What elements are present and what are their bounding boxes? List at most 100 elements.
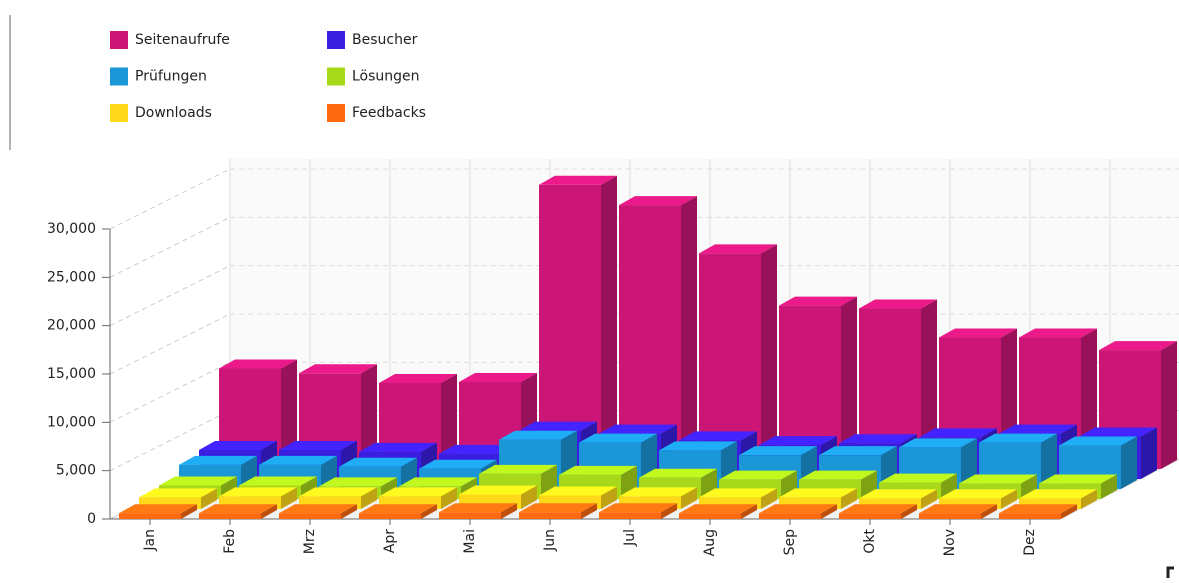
bar-top bbox=[379, 487, 457, 497]
x-tick-label: Dez bbox=[1022, 529, 1038, 556]
bar-side bbox=[261, 504, 277, 519]
legend-swatch bbox=[327, 31, 345, 49]
bar-top bbox=[299, 487, 377, 497]
bar-top bbox=[859, 489, 937, 499]
x-tick-label: Okt bbox=[862, 528, 878, 553]
bar bbox=[999, 513, 1061, 519]
bar-top bbox=[999, 504, 1077, 514]
bar bbox=[679, 513, 741, 519]
bar-side bbox=[661, 503, 677, 519]
bar-side bbox=[421, 504, 437, 519]
bar-top bbox=[219, 487, 297, 497]
bar bbox=[359, 513, 421, 519]
bar-top bbox=[959, 474, 1037, 484]
bar-side bbox=[921, 489, 937, 509]
x-tick-label: Aug bbox=[702, 529, 718, 556]
bar-side bbox=[441, 487, 457, 509]
bar-side bbox=[501, 503, 517, 519]
bar-top bbox=[419, 459, 497, 469]
bar-side bbox=[581, 503, 597, 519]
bar-top bbox=[919, 428, 997, 438]
bar-side bbox=[841, 488, 857, 509]
bar-side bbox=[841, 296, 857, 469]
bar-side bbox=[181, 504, 197, 519]
legend-label: Lösungen bbox=[352, 69, 420, 85]
y-tick-label: 20,000 bbox=[47, 318, 96, 334]
bar-side bbox=[201, 488, 217, 509]
bar-top bbox=[339, 457, 417, 467]
grid-line bbox=[109, 410, 231, 472]
bar bbox=[199, 513, 261, 519]
bar-side bbox=[1101, 474, 1117, 499]
bar-side bbox=[1041, 433, 1057, 489]
bar-side bbox=[281, 487, 297, 509]
bar-top bbox=[239, 476, 317, 486]
bar-top bbox=[759, 436, 837, 446]
bar-top bbox=[619, 196, 697, 206]
bar-top bbox=[519, 421, 597, 431]
bar bbox=[859, 498, 921, 509]
bar-top bbox=[399, 477, 477, 487]
grid-line bbox=[109, 361, 231, 423]
bar-top bbox=[939, 489, 1017, 499]
legend-swatch bbox=[110, 31, 128, 49]
bar-top bbox=[919, 504, 997, 514]
bar-side bbox=[441, 373, 457, 469]
bar-side bbox=[681, 487, 697, 509]
bar-side bbox=[1001, 489, 1017, 509]
bar-side bbox=[601, 175, 617, 470]
legend-label: Prüfungen bbox=[135, 69, 207, 85]
bar-top bbox=[639, 468, 717, 478]
bar-top bbox=[179, 455, 257, 465]
bar-side bbox=[761, 244, 777, 469]
grid-line bbox=[109, 168, 231, 230]
bar-top bbox=[519, 503, 597, 513]
bar-top bbox=[719, 470, 797, 480]
bar-top bbox=[779, 488, 857, 498]
x-tick-label: Mrz bbox=[302, 529, 318, 554]
x-tick-label: Feb bbox=[222, 529, 238, 554]
bar-top bbox=[699, 488, 777, 498]
bar-side bbox=[281, 359, 297, 469]
y-tick-label: 5,000 bbox=[56, 463, 96, 479]
bar-side bbox=[1061, 504, 1077, 519]
bar-top bbox=[579, 433, 657, 443]
bar-top bbox=[379, 373, 457, 383]
x-tick-label: Sep bbox=[782, 529, 798, 556]
y-tick-label: 0 bbox=[87, 511, 96, 527]
bar-top bbox=[1079, 427, 1157, 437]
bar-top bbox=[539, 175, 617, 185]
bar bbox=[279, 513, 341, 519]
bar-top bbox=[1039, 474, 1117, 484]
bar-side bbox=[981, 504, 997, 519]
bar bbox=[119, 513, 181, 519]
bar-top bbox=[119, 504, 197, 514]
y-tick-label: 10,000 bbox=[47, 414, 96, 430]
bar-top bbox=[1019, 489, 1097, 499]
legend-label: Feedbacks bbox=[352, 105, 426, 121]
x-tick-label: Jun bbox=[542, 529, 558, 552]
bar-side bbox=[761, 488, 777, 509]
bar bbox=[939, 498, 1001, 509]
bar-side bbox=[521, 485, 537, 509]
bar-top bbox=[1019, 328, 1097, 338]
bar-side bbox=[741, 504, 757, 519]
legend-swatch bbox=[110, 67, 128, 86]
legend-swatch bbox=[327, 67, 345, 86]
bar-top bbox=[739, 446, 817, 456]
bar-top bbox=[479, 464, 557, 474]
legend-swatch bbox=[110, 104, 128, 122]
bar-top bbox=[139, 488, 217, 498]
bar-top bbox=[459, 373, 537, 382]
bar bbox=[759, 513, 821, 519]
bar-top bbox=[1099, 341, 1177, 351]
bar-top bbox=[799, 470, 877, 480]
bar-top bbox=[679, 431, 757, 441]
bar-side bbox=[1161, 341, 1177, 469]
grid-line bbox=[109, 313, 231, 375]
bar-top bbox=[439, 444, 517, 454]
bar-top bbox=[499, 430, 577, 440]
bar-top bbox=[759, 504, 837, 514]
bar bbox=[839, 513, 901, 519]
bar bbox=[519, 512, 581, 519]
